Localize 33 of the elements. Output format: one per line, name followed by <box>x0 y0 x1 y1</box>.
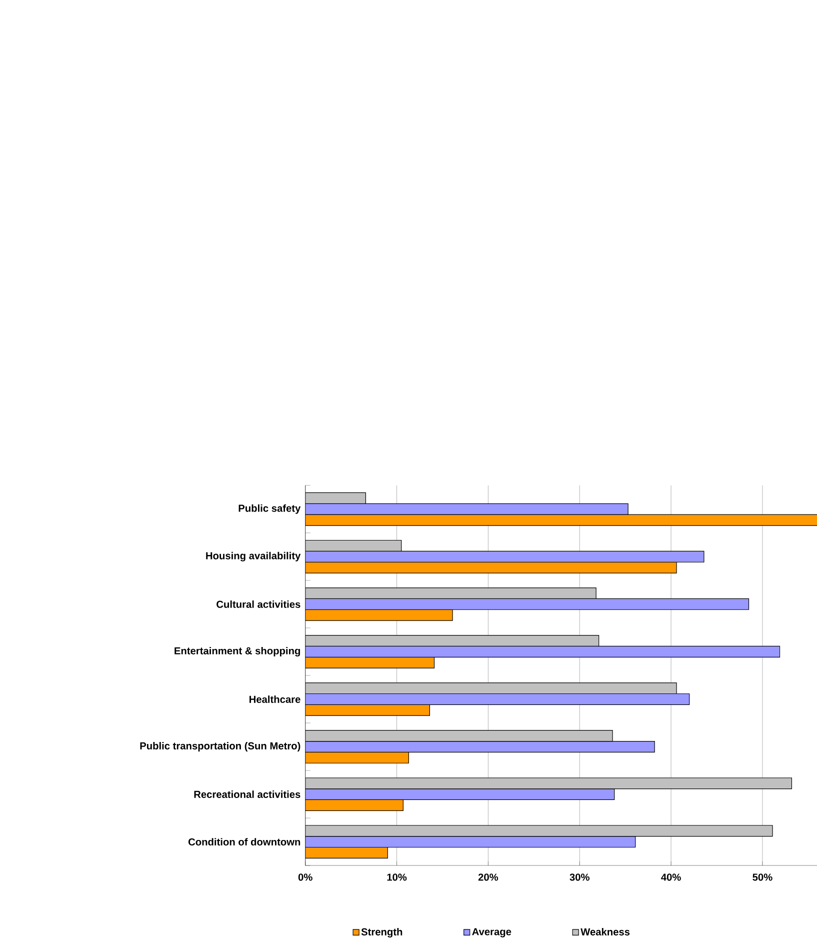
y-tick-label: Public safety <box>238 504 300 514</box>
bar <box>305 778 792 790</box>
bar <box>305 656 434 668</box>
y-tick-label: Housing availability <box>206 552 300 562</box>
x-tick-label: 20% <box>478 874 498 881</box>
legend-label: Average <box>472 928 511 938</box>
x-tick-label: 40% <box>660 874 681 881</box>
bar <box>305 492 366 504</box>
legend-label: Weakness <box>580 928 630 936</box>
bar <box>305 704 430 716</box>
y-tick-label: Condition of downtown <box>188 838 300 846</box>
bar <box>305 846 388 858</box>
bar <box>305 587 596 599</box>
x-tick-label: 10% <box>387 874 406 881</box>
bar <box>305 540 402 552</box>
x-tick-label: 50% <box>752 874 772 881</box>
y-tick-label: Entertainment & shopping <box>174 646 300 656</box>
bar <box>305 635 599 647</box>
y-tick-label: Recreational activities <box>194 790 300 798</box>
bar <box>305 562 677 574</box>
bar <box>305 609 453 621</box>
legend-label: Strength <box>361 928 402 938</box>
bar <box>305 752 409 764</box>
bar <box>305 730 613 742</box>
y-tick-label: Cultural activities <box>216 600 300 608</box>
x-tick-label: 30% <box>569 874 590 881</box>
y-tick-label: Public transportation (Sun Metro) <box>140 742 300 752</box>
bar <box>305 514 817 526</box>
bar <box>305 825 773 837</box>
bar <box>305 682 677 694</box>
bar <box>305 799 404 811</box>
x-tick-label: 0% <box>298 874 312 881</box>
y-tick-label: Healthcare <box>249 695 300 703</box>
